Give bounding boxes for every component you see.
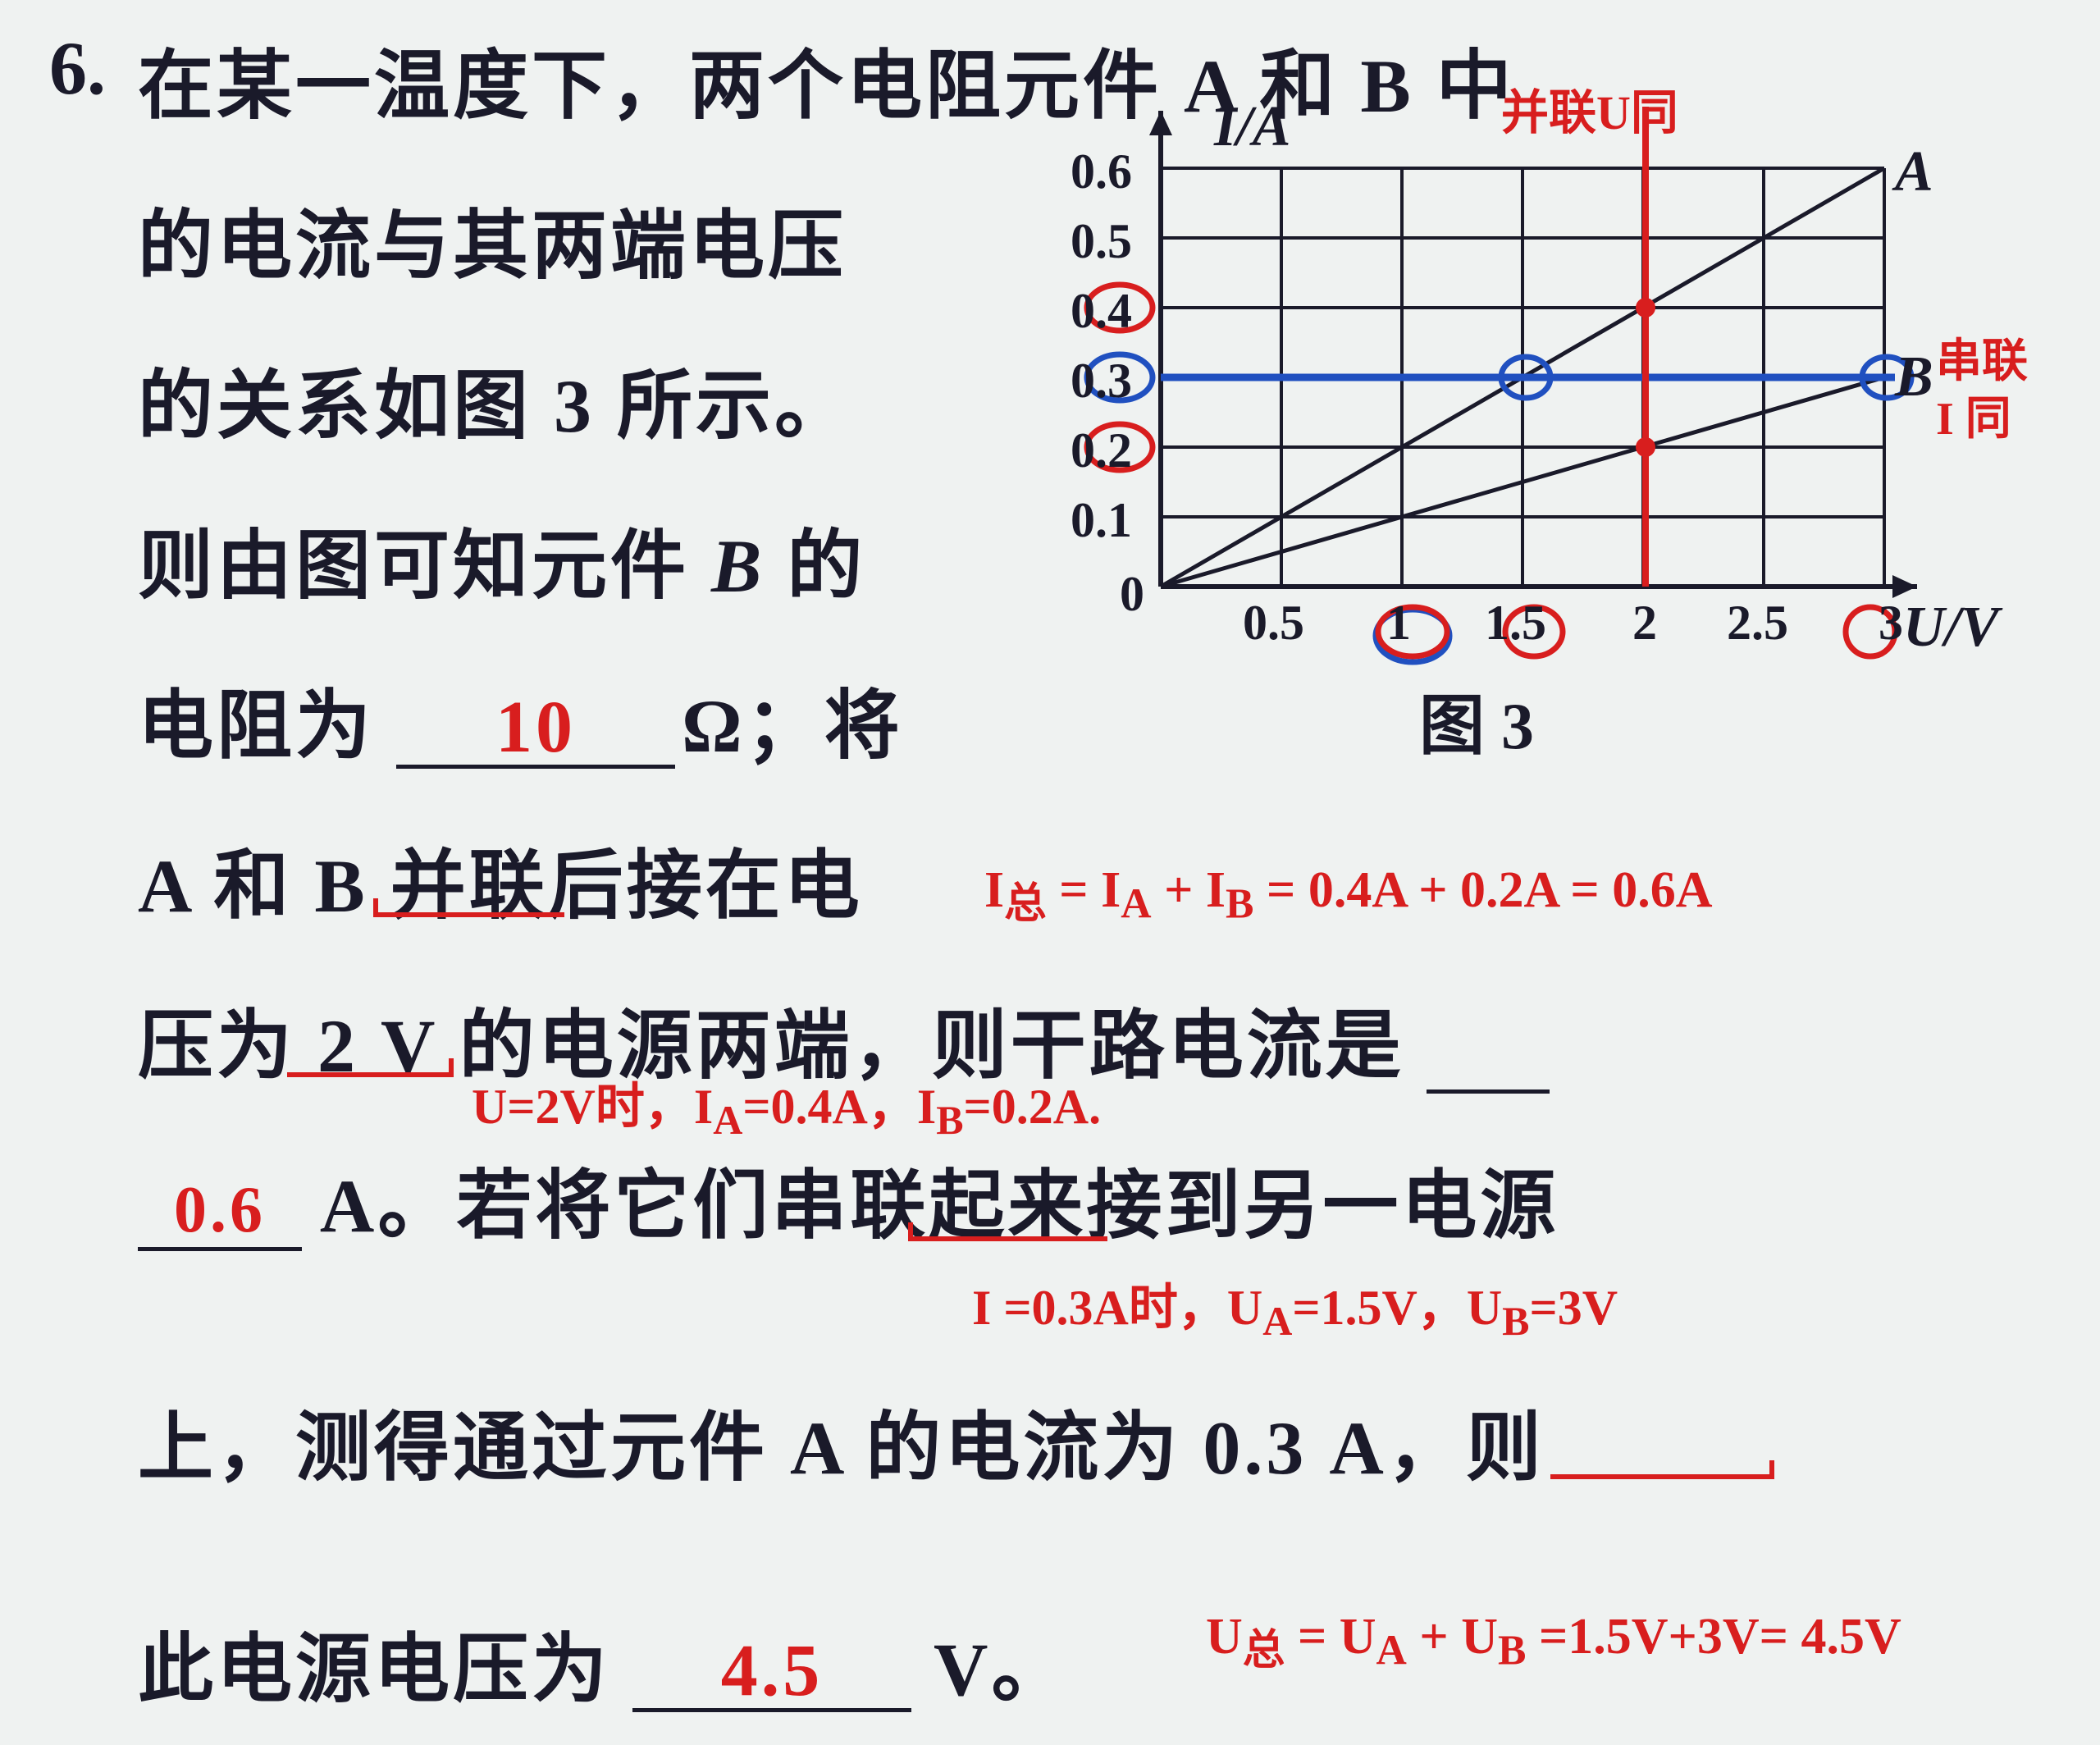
x-tick-2.5: 2.5: [1727, 595, 1788, 651]
red-underline-icon-3: [911, 1222, 1116, 1255]
line-8: 0.6 A。若将它们串联起来接到另一电源: [138, 1144, 1559, 1254]
chart-title: 图 3: [1419, 673, 1534, 768]
y-tick-0.6: 0.6: [1071, 144, 1132, 200]
text-span: 此电源电压为: [138, 1628, 632, 1711]
red-underline-icon-4: [1550, 1460, 1780, 1489]
y-tick-0.5: 0.5: [1071, 213, 1132, 270]
text-span: ，则: [1387, 1406, 1545, 1490]
series-label-A: A: [1895, 139, 1933, 205]
blank-3: 4.5: [632, 1633, 911, 1712]
y-tick-0.4: 0.4: [1071, 283, 1132, 340]
x-tick-1.5: 1.5: [1485, 595, 1546, 651]
line-9: 上，测得通过元件 A 的电流为 0.3 A，则: [138, 1386, 1545, 1496]
y-tick-0.1: 0.1: [1071, 492, 1132, 549]
x-tick-2: 2: [1632, 595, 1657, 651]
text-span: 上，测得通过元件 A 的电流为 0.3 A: [138, 1406, 1387, 1490]
line-10: 此电源电压为 4.5 V。: [138, 1608, 1070, 1717]
annotation-formula-3: I =0.3A时，UA=1.5V，UB=3V: [972, 1268, 1618, 1345]
x-axis-label: U/V: [1903, 595, 1999, 660]
series-label-B: B: [1895, 345, 1933, 410]
x-tick-3: 3: [1879, 595, 1903, 651]
iv-chart: [0, 0, 2100, 825]
blank-2: 0.6: [138, 1169, 302, 1251]
chart-svg: [0, 0, 2100, 820]
text-span: A 和 B: [138, 844, 368, 928]
red-underline-icon-2: [287, 1058, 459, 1087]
text-span: V。: [911, 1628, 1070, 1711]
origin-label: 0: [1120, 566, 1144, 623]
annotation-formula-4: U总 = UA + UB =1.5V+3V= 4.5V: [1206, 1608, 1901, 1676]
blank-line-7: [1427, 1003, 1550, 1094]
x-tick-0.5: 0.5: [1243, 595, 1304, 651]
y-tick-0.3: 0.3: [1071, 353, 1132, 409]
annotation-formula-1: I总 = IA + IB = 0.4A + 0.2A = 0.6A: [984, 861, 1712, 930]
annotation-formula-2: U=2V时，IA=0.4A，IB=0.2A.: [472, 1067, 1101, 1144]
red-underline-icon: [376, 898, 573, 935]
y-axis-label: I/A: [1214, 94, 1290, 160]
x-tick-1: 1: [1386, 595, 1411, 651]
y-tick-0.2: 0.2: [1071, 423, 1132, 479]
answer-2: 0.6: [174, 1174, 266, 1246]
answer-3: 4.5: [721, 1630, 824, 1711]
